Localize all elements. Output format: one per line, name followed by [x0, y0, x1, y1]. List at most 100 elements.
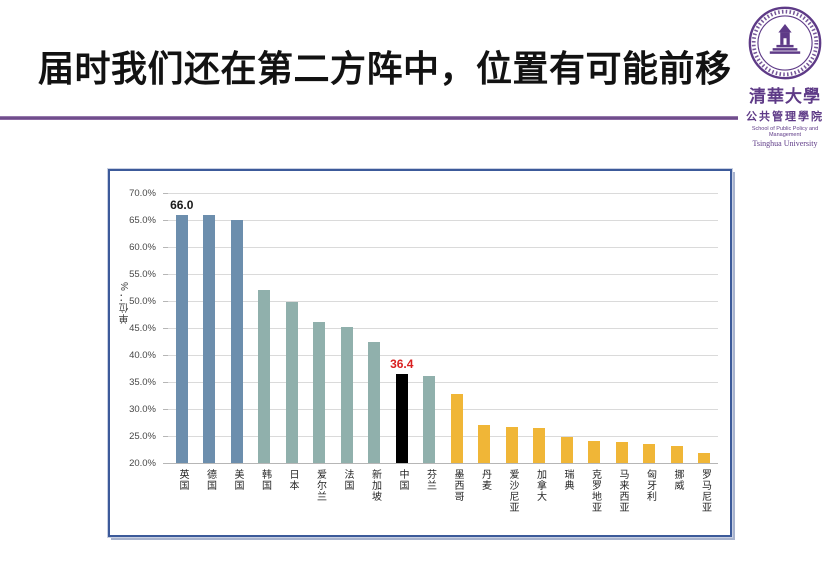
gridline	[168, 355, 718, 356]
y-axis-tick-label: 55.0%	[129, 269, 156, 280]
x-axis-label: 爱尔兰	[306, 469, 334, 502]
x-axis-label-text: 芬兰	[424, 469, 436, 491]
chart-bar-德国	[203, 214, 216, 463]
tsinghua-seal-icon	[748, 6, 822, 80]
x-axis-label-text: 新加坡	[369, 469, 381, 502]
gridline	[168, 463, 718, 464]
chart-bar-克罗地亚	[588, 441, 601, 463]
y-axis-tick-mark	[163, 436, 168, 437]
y-axis-tick-mark	[163, 220, 168, 221]
gridline	[168, 274, 718, 275]
gridline	[168, 328, 718, 329]
x-axis-label: 挪威	[663, 469, 691, 491]
chart-bar-挪威	[670, 446, 683, 463]
x-axis-label: 德国	[196, 469, 224, 491]
x-axis-label: 美国	[223, 469, 251, 491]
x-axis-label: 爱沙尼亚	[498, 469, 526, 513]
y-axis-tick-mark	[163, 193, 168, 194]
x-axis-label-text: 罗马尼亚	[699, 469, 711, 513]
logo-school-name-en: School of Public Policy and Management	[751, 126, 819, 139]
bar-value-label: 66.0	[170, 197, 194, 212]
y-axis-tick-label: 70.0%	[129, 188, 156, 199]
x-axis-label-text: 中国	[397, 469, 408, 491]
y-axis-ticks: 70.0% 65.0% 60.0% 55.0% 50.0% 45.0% 40.0% 35.0%…	[110, 188, 162, 469]
x-axis-label-text: 挪威	[672, 469, 683, 491]
chart-bar-中国	[395, 374, 408, 463]
x-axis-label: 瑞典	[553, 469, 581, 491]
gridline	[168, 409, 718, 410]
x-axis-label-text: 德国	[204, 469, 216, 491]
y-axis-tick-label: 20.0%	[129, 458, 156, 469]
x-axis-label-text: 日本	[287, 469, 298, 491]
x-axis-label-text: 法国	[342, 469, 353, 491]
chart-bar-匈牙利	[643, 443, 656, 463]
x-axis-label-text: 墨西哥	[452, 469, 463, 502]
x-axis-label: 罗马尼亚	[691, 469, 719, 513]
y-axis-tick-label: 40.0%	[129, 350, 156, 361]
bar-value-label: 36.4	[390, 357, 414, 372]
y-axis-tick-mark	[163, 247, 168, 248]
y-axis-tick-mark	[163, 463, 168, 464]
x-axis-label-text: 爱沙尼亚	[507, 469, 518, 513]
y-axis-tick-mark	[163, 301, 168, 302]
x-axis-label-text: 爱尔兰	[314, 469, 326, 502]
chart-bar-爱沙尼亚	[505, 426, 518, 463]
gridline	[168, 247, 718, 248]
chart-bar-芬兰	[423, 376, 436, 463]
y-axis-tick-label: 60.0%	[129, 242, 156, 253]
x-axis-label-text: 韩国	[259, 469, 271, 491]
gridline	[168, 436, 718, 437]
x-axis-labels: 英国 德国 美国 韩国 日本 爱尔兰 法国 新加坡 中国 芬兰 墨西哥 丹麦 爱沙尼亚 加拿大 瑞典 克罗地亚…	[168, 467, 718, 531]
x-axis-label: 法国	[333, 469, 361, 491]
plot-area: 66.0 36.4	[163, 193, 718, 464]
x-axis-label-text: 马来西亚	[617, 469, 628, 513]
chart-bar-马来西亚	[615, 442, 628, 463]
x-axis-label: 匈牙利	[636, 469, 664, 502]
chart-bar-法国	[340, 327, 353, 463]
x-axis-label: 中国	[388, 469, 416, 491]
x-axis-label-text: 丹麦	[479, 469, 491, 491]
title-underline	[0, 116, 738, 120]
gridline	[168, 301, 718, 302]
y-axis-tick-mark	[163, 328, 168, 329]
chart-bar-爱尔兰	[313, 322, 326, 463]
gridline	[168, 382, 718, 383]
y-axis-tick-label: 65.0%	[129, 215, 156, 226]
chart-bar-美国	[230, 220, 243, 463]
y-axis-tick-mark	[163, 409, 168, 410]
x-axis-label: 克罗地亚	[581, 469, 609, 513]
logo-school-name: 公共管理學院	[746, 111, 824, 123]
y-axis-tick-label: 50.0%	[129, 296, 156, 307]
x-axis-label: 英国	[168, 469, 196, 491]
x-axis-label: 马来西亚	[608, 469, 636, 513]
x-axis-label-text: 美国	[232, 469, 243, 491]
y-axis-tick-mark	[163, 355, 168, 356]
university-logo: 清華大學 公共管理學院 School of Public Policy and …	[740, 5, 830, 148]
x-axis-label-text: 瑞典	[562, 469, 573, 491]
x-axis-label: 丹麦	[471, 469, 499, 491]
gridline	[168, 193, 718, 194]
y-axis-tick-label: 45.0%	[129, 323, 156, 334]
y-axis-tick-mark	[163, 274, 168, 275]
x-axis-label: 日本	[278, 469, 306, 491]
chart-bar-新加坡	[368, 342, 381, 463]
slide-title: 届时我们还在第二方阵中，位置有可能前移	[38, 48, 732, 89]
chart-bar-墨西哥	[450, 393, 463, 463]
gridline	[168, 220, 718, 221]
y-axis-tick-label: 25.0%	[129, 431, 156, 442]
bar-chart: 单位：% 70.0% 65.0% 60.0% 55.0% 50.0% 45.0% 40.0%…	[108, 169, 732, 537]
x-axis-label: 芬兰	[416, 469, 444, 491]
x-axis-label: 墨西哥	[443, 469, 471, 502]
chart-bar-罗马尼亚	[698, 452, 711, 463]
x-axis-label-text: 匈牙利	[644, 469, 656, 502]
x-axis-label-text: 加拿大	[534, 469, 546, 502]
x-axis-label-text: 克罗地亚	[589, 469, 601, 513]
logo-university-name-en: Tsinghua University	[752, 139, 818, 149]
y-axis-tick-mark	[163, 382, 168, 383]
chart-bar-加拿大	[533, 428, 546, 463]
x-axis-label: 加拿大	[526, 469, 554, 502]
chart-bar-日本	[285, 302, 298, 463]
y-axis-tick-label: 35.0%	[129, 377, 156, 388]
logo-university-name: 清華大學	[749, 87, 821, 106]
